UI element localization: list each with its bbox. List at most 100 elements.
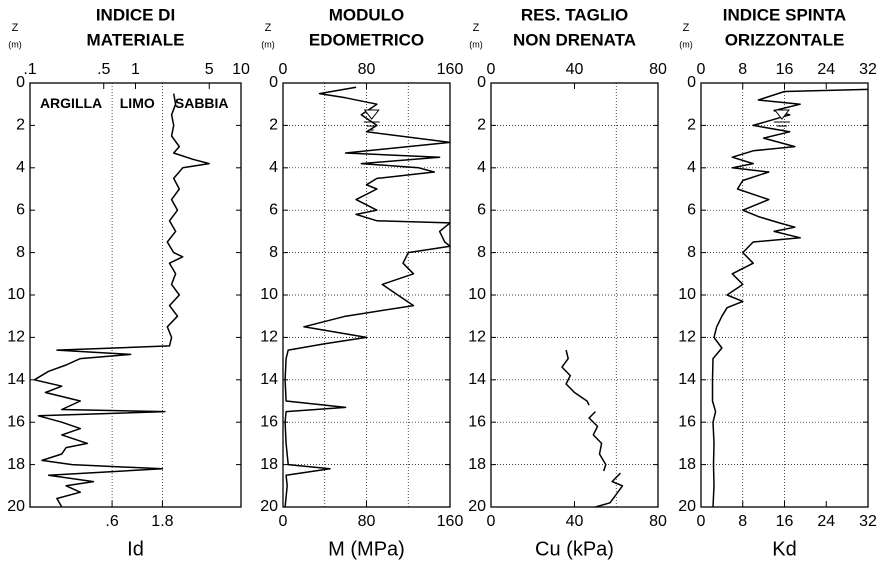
- y-axis-label: Z: [683, 22, 690, 34]
- y-tick-label: 10: [678, 286, 696, 303]
- y-tick-label: 18: [260, 456, 278, 473]
- plot-frame: [490, 82, 659, 508]
- y-tick-label: 10: [260, 286, 278, 303]
- y-tick-label: 8: [477, 244, 486, 261]
- y-tick-label: 20: [468, 498, 486, 515]
- y-tick-label: 6: [477, 201, 486, 218]
- x-tick-label: .5: [97, 61, 110, 78]
- y-tick-label: 12: [678, 329, 696, 346]
- x-tick-label: 40: [566, 61, 584, 78]
- zone-label: SABBIA: [175, 95, 229, 111]
- x-tick-label: 40: [566, 513, 584, 530]
- y-tick-label: 6: [16, 201, 25, 218]
- y-tick-label: 4: [16, 159, 25, 176]
- x-tick-label: 160: [437, 513, 464, 530]
- data-line: [284, 86, 451, 508]
- y-axis-unit: (m): [8, 39, 22, 49]
- x-tick-label: 0: [487, 61, 496, 78]
- x-axis-label: M (MPa): [328, 538, 405, 560]
- plot-frame: [282, 82, 451, 508]
- y-axis-label: Z: [265, 22, 272, 34]
- y-tick-label: 16: [468, 413, 486, 430]
- x-axis-label: Cu (kPa): [535, 538, 614, 560]
- y-tick-label: 10: [7, 286, 25, 303]
- x-tick-label: 0: [279, 61, 288, 78]
- y-tick-label: 14: [468, 371, 486, 388]
- y-tick-label: 4: [477, 159, 486, 176]
- panel-title: INDICE SPINTA: [723, 5, 846, 24]
- y-tick-label: 6: [269, 201, 278, 218]
- panel-title: ORIZZONTALE: [725, 30, 845, 49]
- panel-title: MATERIALE: [87, 30, 185, 49]
- data-line: [711, 88, 869, 508]
- zone-label: LIMO: [120, 95, 155, 111]
- x-tick-label: 32: [859, 61, 877, 78]
- y-tick-label: 0: [269, 74, 278, 91]
- x-tick-label: 80: [358, 513, 376, 530]
- x-axis-label: Kd: [772, 538, 796, 560]
- y-tick-label: 8: [687, 244, 696, 261]
- y-tick-label: 6: [687, 201, 696, 218]
- y-tick-label: 16: [260, 413, 278, 430]
- x-tick-label: 16: [776, 513, 794, 530]
- y-tick-label: 12: [468, 329, 486, 346]
- y-tick-label: 20: [260, 498, 278, 515]
- y-tick-label: 8: [269, 244, 278, 261]
- y-tick-label: 16: [7, 413, 25, 430]
- x-tick-label: 0: [279, 513, 288, 530]
- panel-title: NON DRENATA: [513, 30, 636, 49]
- x-tick-label: 10: [232, 61, 250, 78]
- y-tick-label: 12: [7, 329, 25, 346]
- x-tick-label: 16: [776, 61, 794, 78]
- x-tick-label: .1: [23, 61, 36, 78]
- y-tick-label: 0: [687, 74, 696, 91]
- x-tick-label: .6: [105, 513, 118, 530]
- y-tick-label: 8: [16, 244, 25, 261]
- plot-frame: [700, 82, 869, 508]
- x-tick-label: 24: [817, 513, 835, 530]
- panel-title: INDICE DI: [96, 5, 175, 24]
- y-tick-label: 12: [260, 329, 278, 346]
- x-tick-label: 8: [738, 513, 747, 530]
- y-axis-unit: (m): [469, 39, 483, 49]
- zone-label: ARGILLA: [40, 95, 102, 111]
- y-tick-label: 2: [687, 117, 696, 134]
- y-tick-label: 2: [16, 117, 25, 134]
- x-tick-label: 32: [859, 513, 877, 530]
- panel-title: RES. TAGLIO: [521, 5, 628, 24]
- x-axis-label: Id: [127, 538, 144, 560]
- panel-title: MODULO: [329, 5, 405, 24]
- y-tick-label: 2: [477, 117, 486, 134]
- plot-frame: [29, 82, 242, 508]
- data-line: [561, 349, 624, 508]
- y-tick-label: 20: [678, 498, 696, 515]
- water-table: [363, 109, 380, 120]
- y-tick-label: 18: [678, 456, 696, 473]
- y-axis-unit: (m): [261, 39, 275, 49]
- y-tick-label: 2: [269, 117, 278, 134]
- data-line: [33, 93, 210, 508]
- y-tick-label: 18: [7, 456, 25, 473]
- y-tick-label: 14: [260, 371, 278, 388]
- y-tick-label: 4: [269, 159, 278, 176]
- x-tick-label: 0: [487, 513, 496, 530]
- y-tick-label: 14: [7, 371, 25, 388]
- x-tick-label: 0: [697, 513, 706, 530]
- x-tick-label: 80: [358, 61, 376, 78]
- x-tick-label: 5: [205, 61, 214, 78]
- y-axis-label: Z: [473, 22, 480, 34]
- y-tick-label: 0: [477, 74, 486, 91]
- x-tick-label: 0: [697, 61, 706, 78]
- y-axis-unit: (m): [679, 39, 693, 49]
- y-tick-label: 4: [687, 159, 696, 176]
- x-tick-label: 1: [131, 61, 140, 78]
- y-tick-label: 14: [678, 371, 696, 388]
- y-tick-label: 18: [468, 456, 486, 473]
- x-tick-label: 80: [649, 513, 667, 530]
- x-tick-label: 8: [738, 61, 747, 78]
- y-axis-label: Z: [12, 22, 19, 34]
- y-tick-label: 0: [16, 74, 25, 91]
- x-tick-label: 24: [817, 61, 835, 78]
- panel-title: EDOMETRICO: [309, 30, 424, 49]
